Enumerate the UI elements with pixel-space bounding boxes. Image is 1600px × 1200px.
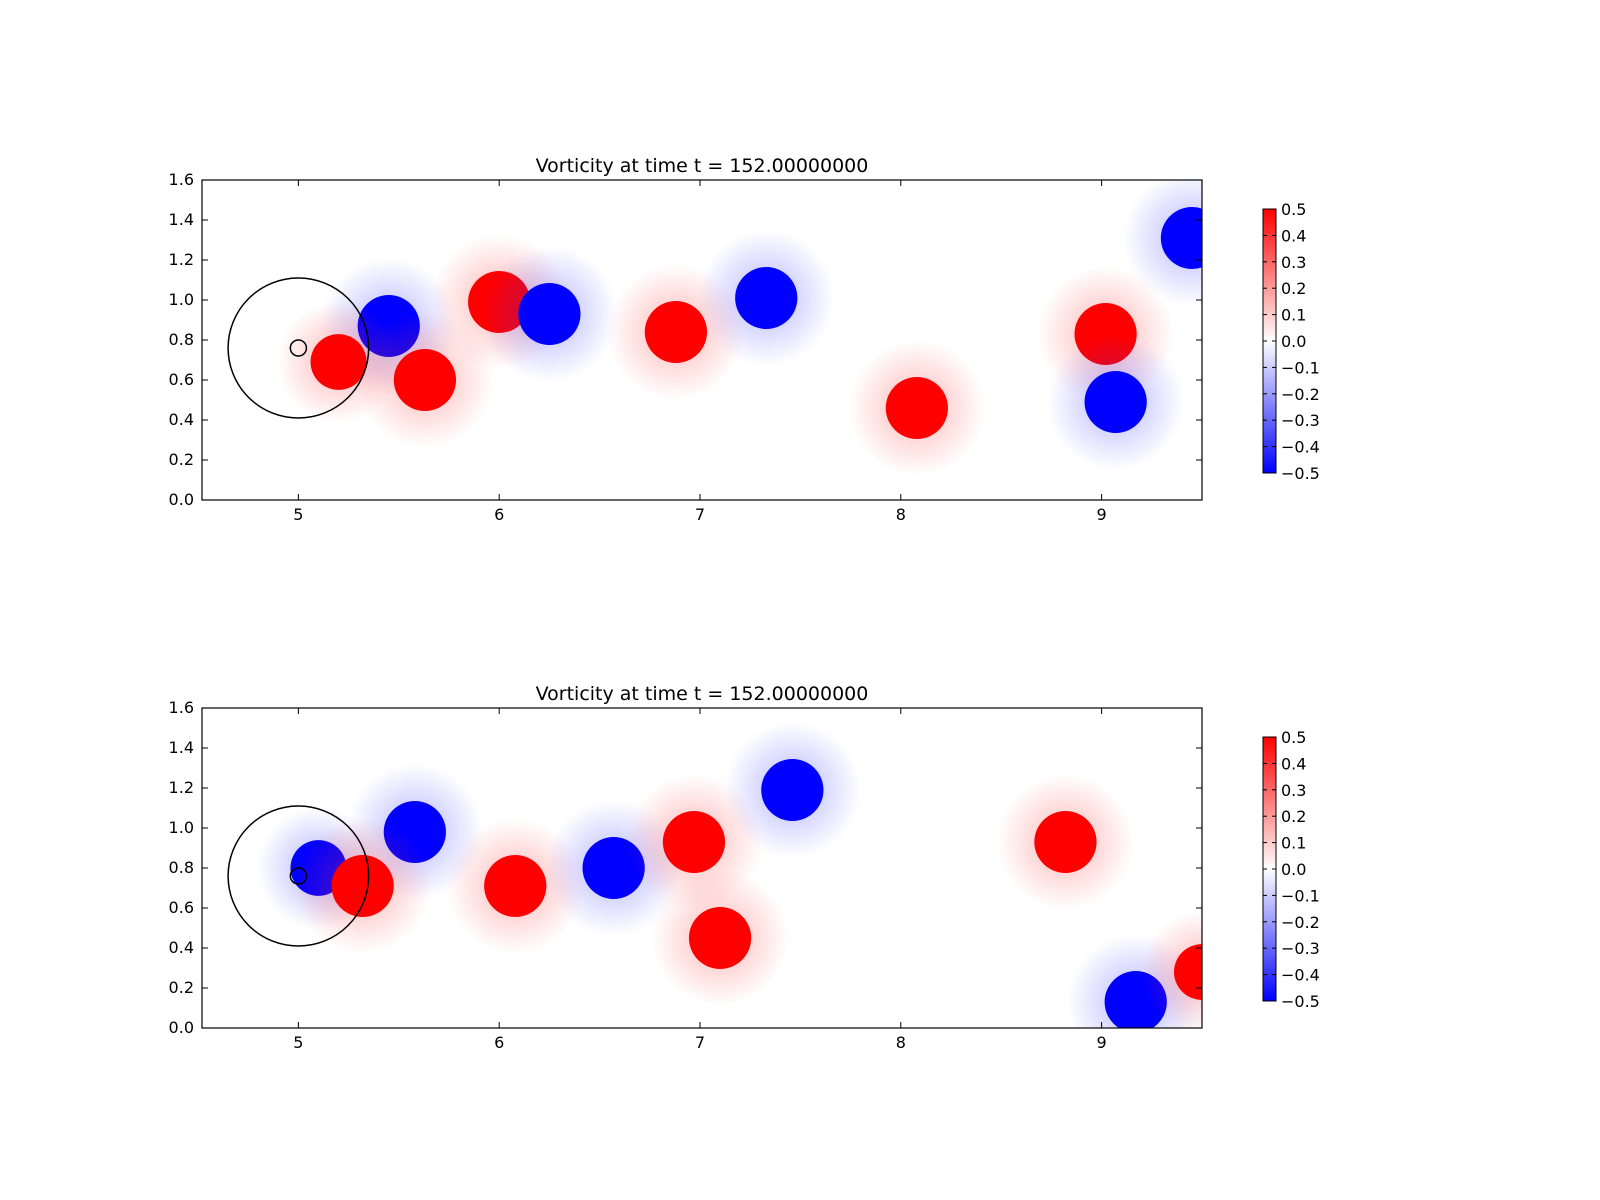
vortex-7: [735, 267, 798, 329]
vortex-3: [310, 334, 367, 390]
x-tick-label: 7: [695, 505, 705, 524]
colorbar-tick-label: 0.4: [1281, 226, 1306, 245]
vortex-2: [393, 349, 457, 411]
inner-cylinder: [289, 339, 308, 357]
colorbar-tick-label: −0.2: [1281, 385, 1320, 404]
vorticity-panel-2: Vorticity at time t = 152.00000000 5 6 7 8 9 0…: [169, 683, 1320, 1052]
vorticity-field: [276, 180, 1202, 477]
outer-circle: [227, 805, 370, 947]
vorticity-field: [256, 721, 1202, 1028]
y-tick-label: 1.4: [169, 738, 194, 757]
vortex-11: [1173, 944, 1202, 1000]
outer-circle: [227, 277, 370, 419]
y-tick-label: 0.4: [169, 938, 194, 957]
colorbar-tick-label: 0.1: [1281, 834, 1306, 853]
vorticity-panel-1: Vorticity at time t = 152.00000000 5 6 7 8 9 0…: [169, 155, 1320, 524]
y-tick-label: 1.0: [169, 818, 194, 837]
colorbar-tick-label: 0.3: [1281, 253, 1306, 272]
colorbar-tick-label: −0.4: [1281, 438, 1320, 457]
inner-cylinder: [289, 867, 308, 885]
y-tick-label: 1.2: [169, 778, 194, 797]
colorbar-tick-label: 0.1: [1281, 306, 1306, 325]
x-tick-label: 5: [293, 1033, 303, 1052]
x-tick-label: 5: [293, 505, 303, 524]
vortex-8: [761, 759, 824, 821]
colorbar: 0.5 0.4 0.3 0.2 0.1 0.0 −0.1 −0.2 −0.3 −0.4 −0.5: [1262, 200, 1320, 483]
x-tick-label: 6: [494, 505, 504, 524]
colorbar-tick-label: 0.5: [1281, 200, 1306, 219]
vortex-6: [662, 811, 726, 873]
vortex-7: [688, 907, 752, 969]
x-tick-label: 8: [896, 1033, 906, 1052]
chart-title: Vorticity at time t = 152.00000000: [536, 155, 869, 177]
y-tick-label: 0.2: [169, 978, 194, 997]
vortex-10: [1084, 371, 1147, 433]
colorbar-tick-label: −0.4: [1281, 966, 1320, 985]
y-tick-label: 0.0: [169, 490, 194, 509]
vortex-halo-11: [1140, 910, 1202, 1028]
vortex-6: [644, 301, 708, 363]
y-tick-label: 1.4: [169, 210, 194, 229]
y-tick-label: 0.8: [169, 858, 194, 877]
y-tick-label: 1.6: [169, 698, 194, 717]
colorbar-tick-label: −0.3: [1281, 411, 1320, 430]
x-tick-label: 9: [1097, 505, 1107, 524]
colorbar-tick-label: −0.3: [1281, 939, 1320, 958]
colorbar-tick-label: −0.5: [1281, 992, 1320, 1011]
vortex-4: [484, 855, 547, 917]
colorbar-tick-label: 0.5: [1281, 728, 1306, 747]
colorbar-tick-label: −0.1: [1281, 358, 1320, 377]
y-tick-label: 0.2: [169, 450, 194, 469]
vortex-11: [1160, 207, 1202, 269]
x-tick-label: 6: [494, 1033, 504, 1052]
colorbar-tick-label: 0.2: [1281, 807, 1306, 826]
vortex-5: [518, 283, 581, 345]
colorbar-tick-label: −0.5: [1281, 464, 1320, 483]
y-tick-label: 0.6: [169, 370, 194, 389]
vortex-8: [885, 377, 948, 439]
y-tick-label: 0.6: [169, 898, 194, 917]
x-tick-label: 9: [1097, 1033, 1107, 1052]
colorbar-tick-label: 0.0: [1281, 332, 1306, 351]
y-tick-label: 1.0: [169, 290, 194, 309]
y-tick-label: 1.6: [169, 170, 194, 189]
colorbar-tick-label: −0.2: [1281, 913, 1320, 932]
colorbar-tick-label: 0.2: [1281, 279, 1306, 298]
x-tick-label: 8: [896, 505, 906, 524]
colorbar-tick-label: 0.4: [1281, 754, 1306, 773]
y-tick-label: 0.8: [169, 330, 194, 349]
y-tick-label: 1.2: [169, 250, 194, 269]
vortex-3: [331, 855, 394, 917]
x-tick-label: 7: [695, 1033, 705, 1052]
colorbar: 0.5 0.4 0.3 0.2 0.1 0.0 −0.1 −0.2 −0.3 −0.4 −0.5: [1262, 728, 1320, 1011]
colorbar-tick-label: 0.0: [1281, 860, 1306, 879]
colorbar-tick-label: 0.3: [1281, 781, 1306, 800]
colorbar-tick-label: −0.1: [1281, 886, 1320, 905]
y-tick-label: 0.4: [169, 410, 194, 429]
vortex-9: [1034, 811, 1097, 873]
y-tick-label: 0.0: [169, 1018, 194, 1037]
chart-title: Vorticity at time t = 152.00000000: [536, 683, 869, 705]
